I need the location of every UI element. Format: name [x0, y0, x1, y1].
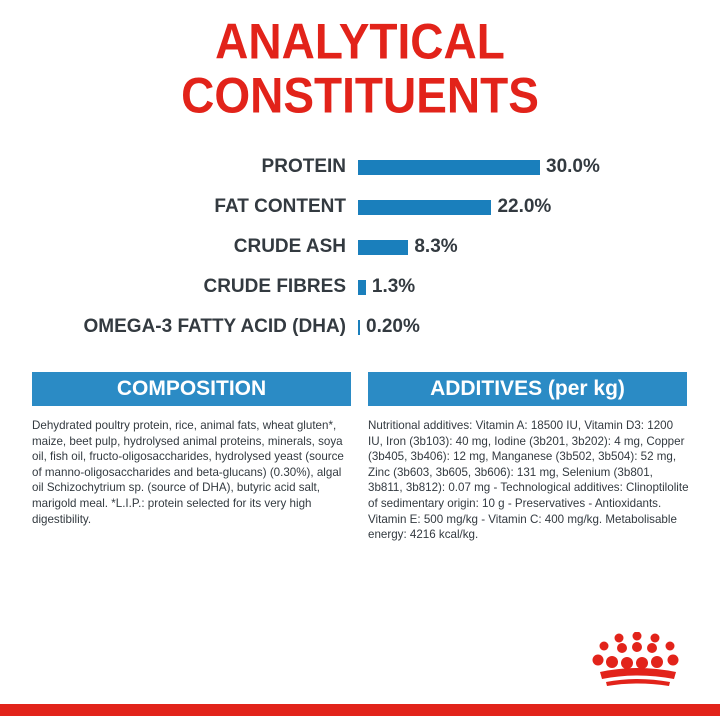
- page-title: ANALYTICAL CONSTITUENTS: [0, 14, 720, 122]
- royal-canin-crown-icon: [592, 632, 679, 686]
- constituent-bar: [358, 160, 540, 175]
- constituent-row-fibres: CRUDE FIBRES 1.3%: [0, 272, 720, 302]
- constituent-bar: [358, 200, 492, 215]
- constituent-value: 1.3%: [371, 276, 416, 297]
- constituent-label: PROTEIN: [261, 156, 346, 177]
- constituent-label: CRUDE FIBRES: [203, 276, 346, 297]
- constituent-row-omega3: OMEGA-3 FATTY ACID (DHA) 0.20%: [0, 312, 720, 342]
- composition-heading: COMPOSITION: [32, 372, 351, 406]
- constituent-label: CRUDE ASH: [233, 236, 346, 257]
- constituent-bar: [358, 240, 409, 255]
- title-line-2: CONSTITUENTS: [181, 66, 539, 124]
- additives-heading: ADDITIVES (per kg): [368, 372, 687, 406]
- constituent-label: FAT CONTENT: [214, 196, 346, 217]
- title-line-1: ANALYTICAL: [215, 12, 505, 70]
- constituent-value: 30.0%: [546, 156, 600, 177]
- constituent-label: OMEGA-3 FATTY ACID (DHA): [83, 316, 346, 337]
- constituent-value: 8.3%: [414, 236, 458, 257]
- footer-bar: [0, 704, 720, 716]
- additives-text: Nutritional additives: Vitamin A: 18500 …: [368, 419, 689, 542]
- constituent-row-ash: CRUDE ASH 8.3%: [0, 232, 720, 262]
- constituent-value: 0.20%: [366, 316, 420, 337]
- composition-text: Dehydrated poultry protein, rice, animal…: [32, 419, 344, 526]
- constituent-row-protein: PROTEIN 30.0%: [0, 152, 720, 182]
- constituent-row-fat: FAT CONTENT 22.0%: [0, 192, 720, 222]
- constituent-bar: [358, 320, 360, 335]
- constituent-value: 22.0%: [497, 196, 552, 217]
- constituent-bar: [358, 280, 366, 295]
